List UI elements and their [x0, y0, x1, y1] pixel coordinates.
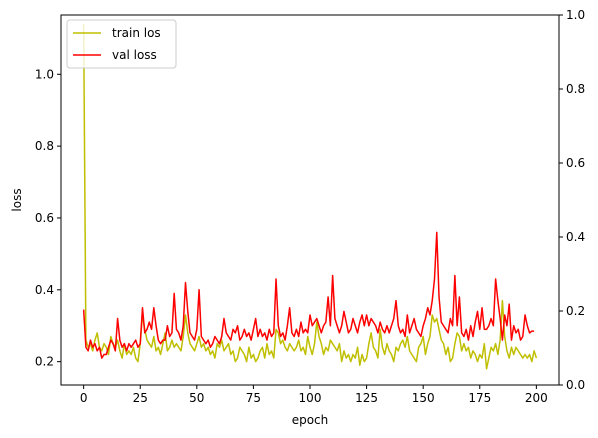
right-y-tick-label: 0.6	[566, 156, 585, 170]
x-tick-label: 0	[80, 391, 88, 405]
x-tick-label: 75	[246, 391, 261, 405]
right-y-tick-label: 0.4	[566, 230, 585, 244]
legend-label-val: val loss	[112, 48, 157, 62]
y-tick-label: 0.8	[35, 139, 54, 153]
x-tick-label: 100	[299, 391, 322, 405]
right-y-axis-ticks: 0.0 0.2 0.4 0.6 0.8 1.0	[559, 8, 585, 392]
plot-lines	[82, 23, 538, 370]
legend: train los val loss	[66, 19, 177, 69]
y-axis-title: loss	[10, 188, 24, 211]
y-axis-ticks: 0.2 0.4 0.6 0.8 1.0	[35, 67, 61, 369]
y-tick-label: 0.2	[35, 355, 54, 369]
y-tick-label: 0.4	[35, 283, 54, 297]
x-tick-label: 25	[133, 391, 148, 405]
x-tick-label: 50	[189, 391, 204, 405]
series-line-1	[82, 231, 535, 359]
right-y-tick-label: 1.0	[566, 8, 585, 22]
series-line-0	[82, 23, 538, 370]
x-tick-label: 175	[468, 391, 491, 405]
right-y-tick-label: 0.0	[566, 378, 585, 392]
x-tick-label: 200	[525, 391, 548, 405]
x-axis-ticks: 0 25 50 75 100 125 150 175 200	[80, 385, 548, 405]
x-axis-title: epoch	[292, 413, 329, 427]
y-tick-label: 0.6	[35, 211, 54, 225]
legend-label-train: train los	[112, 26, 161, 40]
right-y-tick-label: 0.8	[566, 82, 585, 96]
legend-box	[66, 19, 177, 69]
y-tick-label: 1.0	[35, 67, 54, 81]
right-y-tick-label: 0.2	[566, 304, 585, 318]
x-tick-label: 125	[355, 391, 378, 405]
x-tick-label: 150	[412, 391, 435, 405]
